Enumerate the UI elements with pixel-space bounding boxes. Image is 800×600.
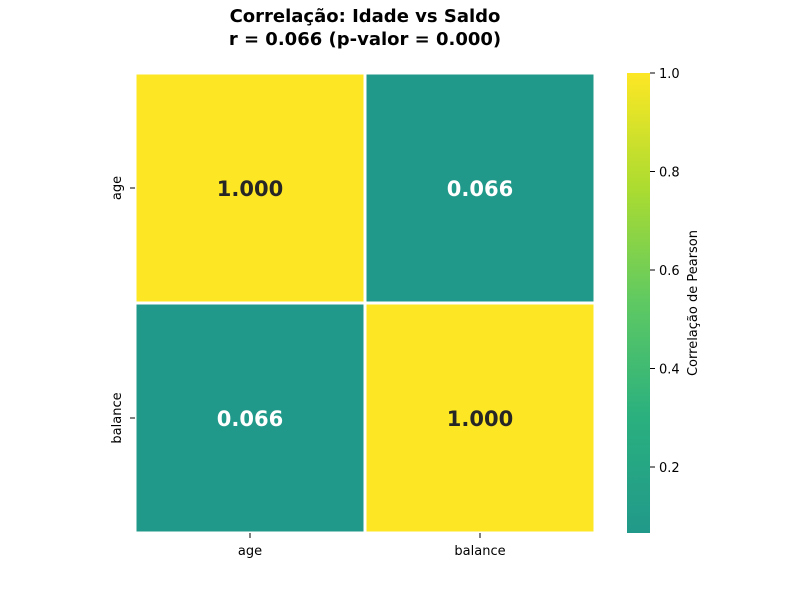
colorbar-tick-label: 0.4 (659, 363, 680, 378)
colorbar-tick-label: 0.6 (659, 264, 680, 279)
cell-value-label: 1.000 (217, 177, 283, 201)
col-tick-label: age (238, 544, 262, 559)
colorbar-tick-label: 1.0 (659, 67, 680, 82)
col-tick-label: balance (454, 544, 505, 559)
cell-value-label: 0.066 (447, 177, 513, 201)
heatmap-cells: 1.000 0.066 0.066 1.000 (133, 71, 597, 535)
row-tick-label: balance (110, 392, 125, 443)
heatmap-cell (363, 301, 597, 535)
colorbar-tick-label: 0.8 (659, 166, 680, 181)
cell-value-label: 1.000 (447, 407, 513, 431)
heatmap-cell (133, 71, 367, 305)
chart-title-line-1: Correlação: Idade vs Saldo (230, 6, 501, 27)
chart-title-line-2: r = 0.066 (p-valor = 0.000) (229, 29, 501, 50)
heatmap-cell (133, 301, 367, 535)
colorbar-gradient (627, 73, 650, 533)
colorbar: 0.2 0.4 0.6 0.8 1.0 Correlação de Pearson (627, 67, 701, 533)
col-tick-labels: age balance (238, 533, 506, 559)
row-tick-labels: age balance (110, 176, 135, 444)
colorbar-label: Correlação de Pearson (686, 230, 701, 376)
colorbar-tick-label: 0.2 (659, 461, 680, 476)
cell-value-label: 0.066 (217, 407, 283, 431)
heatmap-cell (363, 71, 597, 305)
row-tick-label: age (110, 176, 125, 200)
